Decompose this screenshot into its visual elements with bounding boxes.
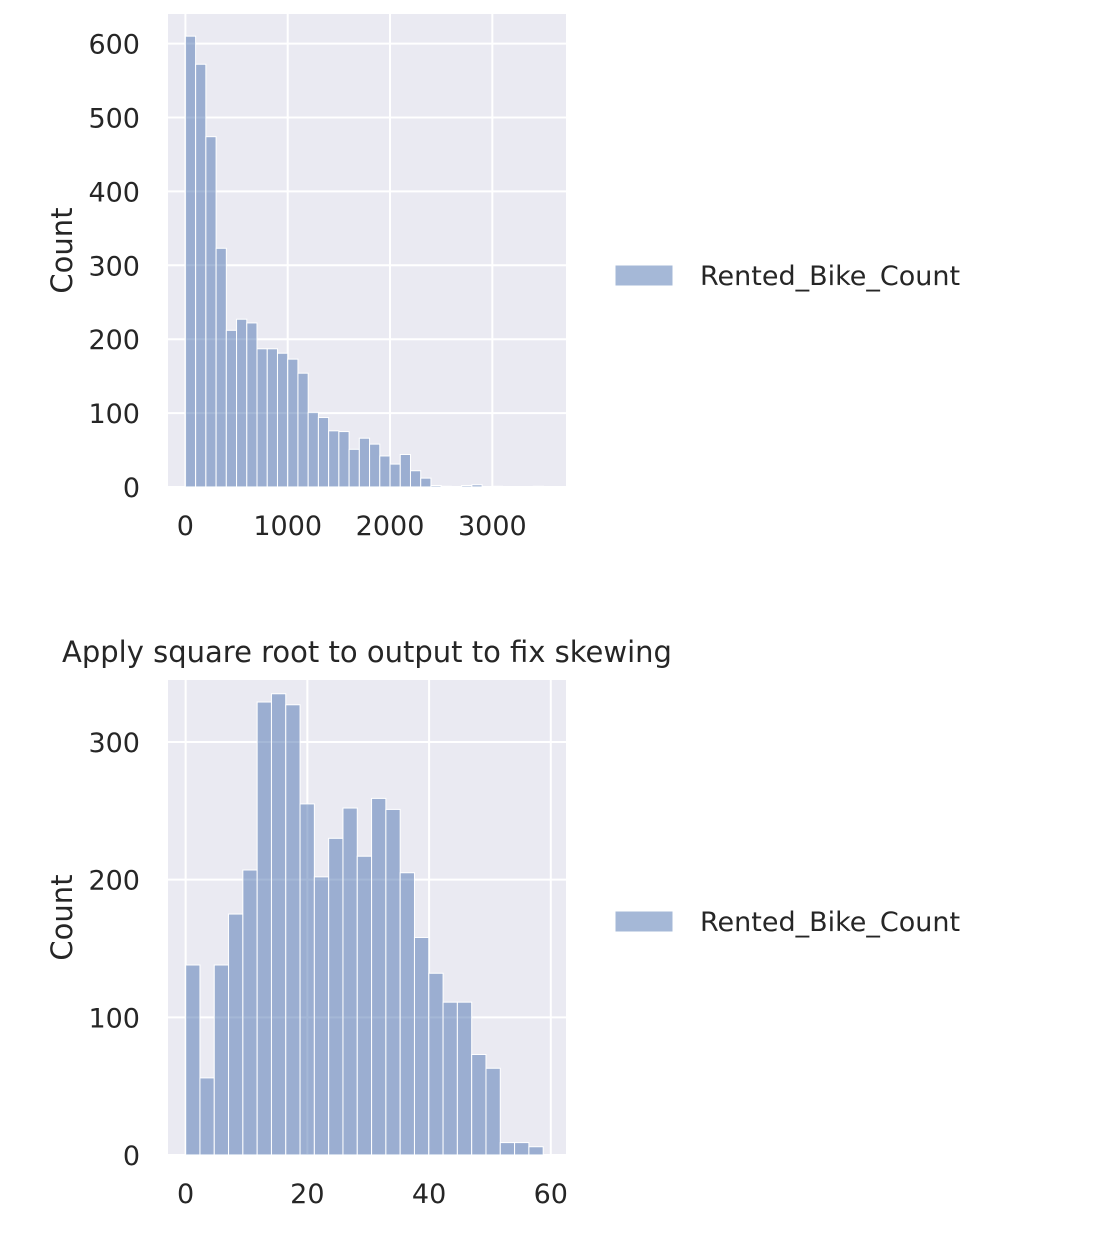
histogram-bar: [528, 1146, 544, 1156]
histogram-bar: [532, 485, 544, 488]
y-tick-label: 300: [88, 251, 140, 282]
x-tick-label: 40: [412, 1179, 446, 1210]
histogram-bar: [287, 358, 299, 488]
histogram-bar: [499, 1142, 516, 1156]
histogram-bar: [299, 803, 315, 1156]
legend: Rented_Bike_Count: [614, 261, 960, 292]
histogram-bar: [270, 693, 287, 1156]
legend: Rented_Bike_Count: [614, 907, 960, 938]
histogram-bar: [471, 1053, 487, 1156]
x-tick-label: 20: [290, 1179, 324, 1210]
histogram-bar: [307, 411, 319, 488]
histogram-bar: [225, 329, 238, 488]
histogram-bar: [514, 1142, 530, 1156]
histogram-bar: [213, 964, 230, 1156]
histogram-bar: [328, 837, 344, 1156]
histogram-bar: [342, 807, 358, 1156]
histogram-bar: [246, 322, 258, 488]
histogram-bar: [215, 247, 227, 488]
histogram-bar: [184, 35, 197, 488]
histogram-bar: [369, 443, 381, 488]
histogram-bar: [236, 318, 248, 488]
histogram-bar: [242, 869, 258, 1156]
histogram-bar: [348, 448, 360, 488]
histogram-bar: [328, 430, 340, 488]
histogram-bar: [442, 1001, 458, 1156]
y-axis-label: Count: [45, 874, 79, 960]
histogram-bar: [285, 704, 301, 1156]
histogram-bar: [471, 484, 483, 488]
histogram-bar: [461, 485, 473, 488]
y-tick-label: 100: [88, 399, 140, 430]
y-tick-label: 500: [88, 103, 140, 134]
histogram-bar: [428, 972, 444, 1156]
histogram-bar: [205, 136, 217, 488]
histogram-bar: [276, 352, 289, 488]
histogram-bar: [256, 701, 272, 1156]
histogram-bar: [389, 463, 401, 488]
x-tick-label: 0: [177, 1179, 194, 1210]
histogram-bar: [185, 964, 201, 1156]
x-tick-label: 1000: [253, 511, 322, 542]
histogram-bar: [371, 797, 387, 1156]
histogram-bar: [430, 485, 442, 488]
series-bars: [185, 693, 544, 1156]
histogram-bar: [358, 437, 371, 488]
histogram-bar: [199, 1077, 215, 1156]
y-axis-label: Count: [45, 207, 79, 293]
y-tick-label: 0: [123, 473, 140, 504]
legend-label: Rented_Bike_Count: [700, 261, 960, 292]
histogram-bar: [195, 63, 207, 488]
histogram-bar: [456, 1001, 473, 1156]
legend-swatch: [614, 910, 674, 933]
chart-title: Apply square root to output to fix skewi…: [62, 635, 672, 669]
legend-swatch: [614, 264, 674, 287]
chart-1: 0 1000 2000 3000 0 100 200 300 400 500 600 Count Ren…: [45, 14, 960, 542]
x-tick-label: 60: [534, 1179, 568, 1210]
y-tick-label: 400: [88, 177, 140, 208]
x-tick-label: 3000: [458, 511, 527, 542]
histogram-bar: [356, 855, 373, 1156]
series-bars: [184, 35, 544, 488]
histogram-bar: [399, 872, 415, 1156]
legend-label: Rented_Bike_Count: [700, 907, 960, 938]
histogram-bar: [440, 485, 452, 488]
histogram-bar: [409, 470, 422, 488]
x-tick-label: 0: [177, 511, 194, 542]
histogram-bar: [385, 808, 401, 1156]
histogram-bar: [413, 936, 430, 1156]
histogram-bar: [313, 876, 330, 1156]
chart-2: 0 20 40 60 0 100 200 300 Count Apply square root …: [45, 635, 960, 1210]
x-tick-label: 2000: [356, 511, 425, 542]
y-tick-label: 200: [88, 866, 140, 897]
histogram-bar: [266, 348, 278, 488]
histogram-bar: [338, 431, 350, 488]
histogram-bar: [256, 348, 268, 488]
histogram-bar: [420, 477, 432, 488]
y-tick-label: 300: [88, 728, 140, 759]
histogram-bar: [297, 372, 309, 488]
histogram-bar: [379, 455, 391, 488]
histogram-bar: [491, 485, 504, 488]
histogram-bar: [317, 417, 330, 488]
y-tick-label: 0: [123, 1141, 140, 1172]
histogram-bar: [485, 1067, 501, 1156]
histogram-bar: [399, 453, 411, 488]
y-tick-label: 200: [88, 325, 140, 356]
y-tick-label: 600: [88, 30, 140, 61]
y-tick-label: 100: [88, 1003, 140, 1034]
histogram-bar: [228, 913, 244, 1156]
